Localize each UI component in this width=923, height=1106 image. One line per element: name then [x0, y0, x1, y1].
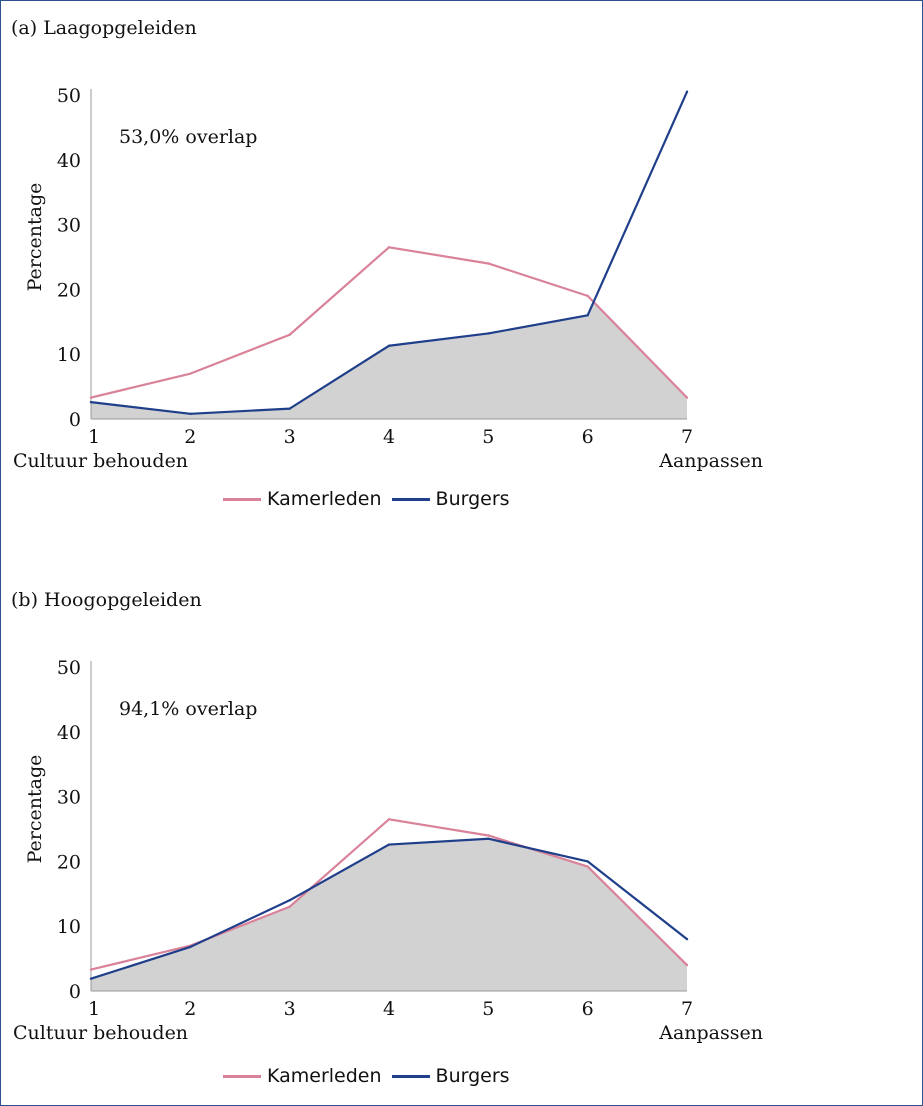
overlap-area	[91, 301, 687, 419]
y-tick-label: 0	[69, 409, 81, 431]
burgers-swatch-icon	[391, 497, 430, 501]
chart-laagopgeleiden: 0 10 20 30 40 50 1 2 3 4 5 6 7 Cultuur behouden Aanpas…	[13, 85, 763, 472]
x-tick-label: 2	[184, 426, 196, 448]
legend-label-kamerleden: Kamerleden	[267, 488, 382, 510]
legend-label-burgers: Burgers	[435, 488, 510, 510]
x-end-label-right: Aanpassen	[658, 450, 763, 472]
overlap-annotation: 53,0% overlap	[119, 126, 257, 148]
data-point-burgers	[288, 899, 291, 902]
x-tick-label: 4	[383, 426, 395, 448]
data-point-burgers	[288, 407, 291, 410]
y-tick-label: 50	[57, 657, 81, 679]
legend-item-burgers: Burgers	[391, 488, 510, 510]
data-point-burgers	[189, 945, 192, 949]
data-point-burgers	[487, 332, 490, 335]
y-tick-label: 10	[57, 344, 81, 366]
x-end-label-right: Aanpassen	[658, 1022, 763, 1044]
data-point-kamerleden	[89, 968, 93, 971]
y-tick-label: 10	[57, 916, 81, 938]
x-tick-label: 3	[284, 426, 296, 448]
legend-item-kamerleden: Kamerleden	[223, 1065, 382, 1087]
data-point-burgers	[387, 843, 391, 846]
x-tick-label: 7	[681, 998, 693, 1020]
data-point-kamerleden	[387, 818, 391, 821]
y-tick-label: 30	[57, 787, 81, 809]
panel-b-title: (b) Hoogopgeleiden	[11, 589, 202, 611]
data-point-kamerleden	[487, 834, 490, 837]
data-point-burgers	[685, 90, 689, 93]
x-tick-label: 3	[284, 998, 296, 1020]
x-tick-label: 6	[582, 998, 594, 1020]
panel-a-title: (a) Laagopgeleiden	[11, 17, 197, 39]
y-tick-label: 30	[57, 215, 81, 237]
x-tick-label: 6	[582, 426, 594, 448]
kamerleden-swatch-icon	[223, 1074, 261, 1078]
x-tick-label: 5	[482, 998, 494, 1020]
data-point-kamerleden	[685, 396, 689, 399]
data-point-kamerleden	[586, 294, 589, 298]
data-point-burgers	[189, 412, 192, 416]
y-axis-label: Percentage	[24, 183, 46, 292]
y-tick-label: 20	[57, 279, 81, 301]
data-point-burgers	[387, 344, 391, 347]
y-tick-label: 50	[57, 85, 81, 107]
y-tick-label: 20	[57, 851, 81, 873]
x-tick-label: 4	[383, 998, 395, 1020]
legend-a: Kamerleden Burgers	[223, 488, 510, 510]
x-tick-label: 7	[681, 426, 693, 448]
data-point-burgers	[685, 937, 689, 941]
data-point-kamerleden	[189, 372, 192, 375]
data-point-burgers	[586, 314, 589, 317]
overlap-annotation: 94,1% overlap	[119, 698, 257, 720]
y-tick-label: 0	[69, 981, 81, 1003]
legend-item-burgers: Burgers	[391, 1065, 510, 1087]
data-point-kamerleden	[387, 246, 391, 249]
x-end-label-left: Cultuur behouden	[13, 1022, 188, 1044]
x-tick-label: 1	[88, 426, 100, 448]
x-end-label-left: Cultuur behouden	[13, 450, 188, 472]
chart-hoogopgeleiden: 0 10 20 30 40 50 1 2 3 4 5 6 7 Cultuur behouden Aanpas…	[13, 657, 763, 1044]
overlap-area	[91, 838, 687, 991]
burgers-swatch-icon	[391, 1074, 430, 1078]
data-point-burgers	[89, 977, 93, 980]
data-point-kamerleden	[685, 963, 689, 967]
x-tick-label: 5	[482, 426, 494, 448]
y-tick-label: 40	[57, 722, 81, 744]
kamerleden-swatch-icon	[223, 497, 261, 501]
data-point-kamerleden	[288, 333, 291, 336]
data-point-kamerleden	[288, 905, 291, 908]
legend-item-kamerleden: Kamerleden	[223, 488, 382, 510]
legend-label-burgers: Burgers	[435, 1065, 510, 1087]
data-point-kamerleden	[586, 865, 589, 868]
legend-label-kamerleden: Kamerleden	[267, 1065, 382, 1087]
data-point-burgers	[487, 837, 490, 840]
data-point-burgers	[89, 400, 93, 404]
y-axis-label: Percentage	[24, 755, 46, 864]
data-point-burgers	[586, 860, 589, 863]
x-tick-label: 1	[88, 998, 100, 1020]
data-point-kamerleden	[487, 262, 490, 265]
data-point-kamerleden	[89, 396, 93, 399]
y-tick-label: 40	[57, 150, 81, 172]
legend-b: Kamerleden Burgers	[223, 1065, 510, 1087]
x-tick-label: 2	[184, 998, 196, 1020]
